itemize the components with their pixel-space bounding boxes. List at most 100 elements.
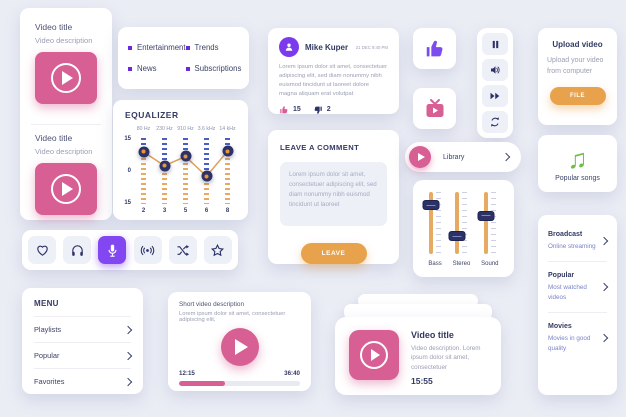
bullet-icon [128, 45, 132, 50]
play-icon [409, 146, 431, 168]
equalizer-plot: 15 0 15 80 Hz 2 230 Hz 3 910 Hz [121, 126, 238, 214]
file-button[interactable]: FILE [549, 86, 606, 105]
broadcast-button[interactable] [133, 236, 162, 264]
divider [31, 124, 101, 125]
mixer-track[interactable] [448, 192, 466, 254]
library-row[interactable]: Library [405, 142, 521, 172]
equalizer-knob[interactable] [222, 145, 233, 157]
equalizer-knob[interactable] [138, 146, 149, 158]
comment-text: Lorem ipsum dolor sit amet, consectetuer… [279, 64, 388, 98]
favorite-button[interactable] [28, 236, 56, 264]
mixer-track[interactable] [422, 192, 440, 254]
upload-title: Upload video [552, 40, 603, 49]
menu-title: MENU [34, 299, 59, 308]
upload-description: Upload your video from computer [547, 57, 604, 75]
equalizer-knob[interactable] [180, 150, 191, 162]
equalizer-band-value: 2 [141, 208, 146, 214]
mixer-slider: Bass [422, 192, 442, 269]
menu-item-playlists[interactable]: Playlists [34, 316, 133, 342]
pause-icon [492, 40, 498, 48]
progress-bar[interactable] [179, 381, 300, 386]
menu-item-label: Popular [34, 351, 60, 360]
video-thumbnail[interactable] [35, 163, 97, 215]
total-duration: 36:40 [284, 370, 300, 377]
microphone-icon [108, 244, 117, 257]
refresh-button[interactable] [482, 111, 508, 133]
thumbs-down-icon[interactable] [313, 105, 323, 115]
pause-button[interactable] [482, 33, 508, 55]
commenter-name: Mike Kuper [305, 42, 349, 52]
comment-timestamp: 21 DEC 9:40 PM [355, 44, 388, 50]
axis-label: 15 [124, 136, 131, 142]
mixer-label: Sound [481, 261, 499, 267]
video-title: Video title [411, 330, 454, 340]
library-label: Library [443, 153, 465, 161]
menu-item-favorites[interactable]: Favorites [34, 368, 133, 394]
refresh-icon [491, 117, 499, 127]
leave-button[interactable]: LEAVE [300, 243, 367, 264]
equalizer-band-value: 5 [183, 208, 188, 214]
equalizer-knob[interactable] [159, 160, 170, 172]
heart-icon [36, 245, 48, 256]
video-title: Video title [35, 22, 73, 32]
bullet-icon [185, 45, 190, 50]
category-popular[interactable]: Popular Most watched videos [548, 261, 609, 312]
video-description: Video description [35, 36, 93, 45]
mixer-track[interactable] [477, 192, 495, 254]
mixer-knob[interactable] [477, 210, 495, 221]
headphones-icon [71, 244, 83, 256]
fast-forward-button[interactable] [482, 85, 508, 107]
play-button[interactable] [220, 328, 259, 366]
nav-item-news[interactable]: News [128, 60, 186, 77]
mixer-card: Bass Stereo Sound [413, 180, 514, 277]
thumbs-up-icon [426, 40, 442, 56]
player-title: Short video description [179, 301, 245, 308]
stacked-card-edge [344, 304, 492, 320]
nav-item-label: Trends [194, 43, 219, 52]
equalizer-track[interactable] [159, 138, 170, 204]
leave-comment-title: LEAVE A COMMENT [280, 143, 360, 152]
chevron-right-icon [599, 283, 609, 292]
categories-card: Broadcast Online streaming Popular Most … [538, 215, 617, 395]
mixer-knob[interactable] [448, 231, 466, 242]
equalizer-track[interactable] [138, 138, 149, 204]
video-thumbnail[interactable] [35, 52, 97, 104]
category-title: Movies [548, 323, 572, 331]
tv-icon [426, 98, 443, 117]
nav-item-trends[interactable]: Trends [185, 39, 242, 56]
player-card: Short video description Lorem ipsum dolo… [168, 292, 311, 391]
equalizer-track[interactable] [201, 138, 212, 204]
equalizer-track[interactable] [222, 138, 233, 204]
user-avatar[interactable] [279, 37, 299, 57]
equalizer-band-freq: 14 kHz [219, 126, 236, 132]
microphone-button[interactable] [98, 236, 127, 264]
video-info-card: Video title Video description. Lorem ips… [335, 317, 501, 395]
equalizer-band: 80 Hz 2 [133, 126, 154, 214]
volume-button[interactable] [482, 59, 508, 81]
equalizer-knob[interactable] [201, 170, 212, 182]
bullet-icon [128, 66, 132, 71]
category-broadcast[interactable]: Broadcast Online streaming [548, 221, 609, 261]
popular-songs-card[interactable]: ♫ Popular songs [538, 135, 617, 192]
star-button[interactable] [203, 236, 232, 264]
category-movies[interactable]: Movies Movies in good quality [548, 312, 609, 363]
mixer-knob[interactable] [422, 200, 440, 211]
comment-input[interactable] [280, 162, 387, 226]
like-card[interactable] [413, 28, 456, 69]
icon-toolbar [22, 230, 238, 270]
menu-item-popular[interactable]: Popular [34, 342, 133, 368]
video-thumbnail[interactable] [349, 330, 399, 380]
nav-item-subscriptions[interactable]: Subscriptions [185, 60, 241, 77]
chevron-right-icon [123, 351, 133, 360]
headphones-button[interactable] [63, 236, 92, 264]
tv-card[interactable] [413, 88, 456, 129]
equalizer-track[interactable] [180, 138, 191, 204]
thumbs-up-icon[interactable] [279, 105, 289, 115]
shuffle-button[interactable] [168, 236, 197, 264]
nav-item-entertainment[interactable]: Entertainment [128, 39, 186, 56]
mixer-ticks [490, 192, 496, 254]
bullet-icon [185, 66, 190, 71]
comment-card: Mike Kuper 21 DEC 9:40 PM Lorem ipsum do… [268, 28, 399, 114]
nav-item-label: Entertainment [137, 43, 186, 52]
media-controls-card [477, 28, 513, 138]
